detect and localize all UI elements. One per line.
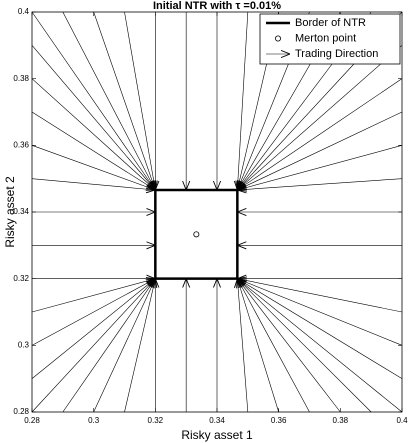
trading-arrow [31, 279, 155, 313]
trading-arrow [31, 45, 155, 190]
trading-arrow [237, 111, 403, 190]
y-tick-label: 0.3 [18, 340, 30, 349]
trading-arrow [237, 279, 403, 346]
trading-arrow [31, 11, 155, 190]
trading-arrow [31, 145, 155, 190]
trading-arrow [31, 78, 155, 190]
y-tick-label: 0.28 [13, 407, 29, 416]
trading-arrow [237, 279, 403, 413]
trading-arrow [124, 279, 156, 413]
x-tick-label: 0.4 [396, 416, 408, 425]
x-tick-label: 0.3 [88, 416, 100, 425]
y-tick-label: 0.34 [13, 207, 29, 216]
y-tick-label: 0.38 [13, 74, 29, 83]
trading-arrow [237, 279, 279, 413]
trading-arrow [237, 11, 249, 190]
trading-arrow [237, 279, 403, 313]
x-tick-label: 0.36 [271, 416, 287, 425]
trading-arrow [237, 78, 403, 190]
merton-point [193, 231, 200, 238]
trading-arrow [237, 178, 403, 190]
trading-arrow [237, 279, 249, 413]
trading-arrow [31, 279, 155, 379]
trading-arrow [31, 111, 155, 190]
trading-arrow [237, 45, 403, 190]
legend-label: Border of NTR [295, 17, 366, 29]
x-tick-label: 0.28 [24, 416, 40, 425]
trading-arrow [93, 279, 156, 413]
legend-symbol [274, 35, 281, 42]
x-tick-label: 0.32 [148, 416, 164, 425]
y-tick-label: 0.36 [13, 140, 29, 149]
y-tick-label: 0.32 [13, 274, 29, 283]
trading-arrow [237, 279, 310, 413]
trading-arrow [31, 279, 155, 413]
y-axis-label: Risky asset 2 [3, 176, 17, 248]
x-tick-label: 0.34 [209, 416, 225, 425]
trading-arrow [237, 279, 341, 413]
trading-arrow [31, 178, 155, 190]
x-tick-label: 0.38 [333, 416, 349, 425]
trading-arrow [237, 145, 403, 190]
trading-arrow [124, 11, 156, 190]
trading-arrow [62, 11, 156, 190]
trading-arrow [237, 279, 372, 413]
trading-arrow [62, 279, 156, 413]
y-tick-label: 0.4 [18, 7, 30, 16]
trading-arrow [31, 279, 155, 346]
legend-label: Merton point [295, 32, 356, 44]
chart-title: Initial NTR with τ =0.01% [153, 0, 281, 12]
legend-label: Trading Direction [295, 48, 378, 60]
trading-arrow [237, 279, 403, 379]
x-axis-label: Risky asset 1 [181, 428, 253, 442]
trading-arrow [93, 11, 156, 190]
